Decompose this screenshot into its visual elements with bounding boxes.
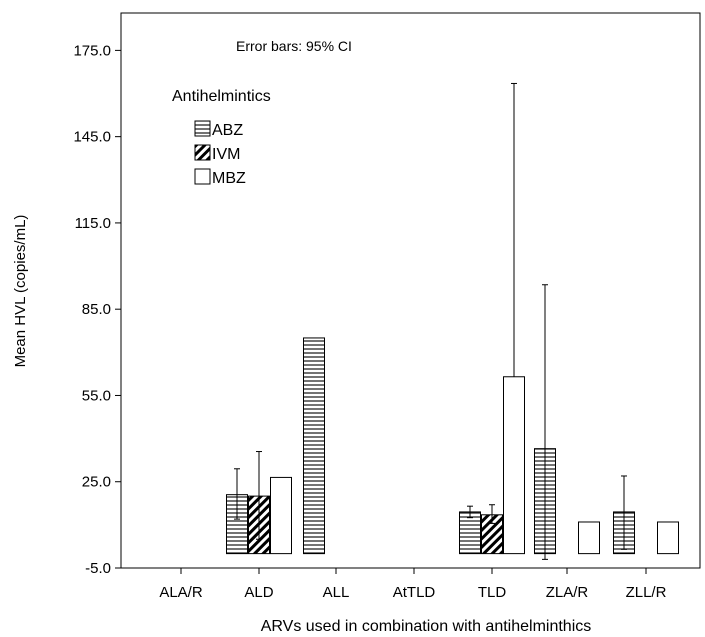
plot-area (120, 12, 701, 569)
bar-mbz-zlar (578, 521, 600, 555)
bar-abz-tld (459, 511, 481, 555)
legend-swatch-ivm (194, 144, 211, 161)
bar-mbz-ald (270, 476, 292, 555)
y-tick-label: 25.0 (82, 474, 111, 491)
y-axis: 175.0 145.0 115.0 85.0 55.0 25.0 -5.0 (73, 42, 121, 577)
legend-label-mbz: MBZ (212, 170, 246, 187)
y-tick-label: 115.0 (75, 215, 111, 232)
x-tick-label: ALA/R (159, 584, 203, 601)
error-bars (234, 82, 627, 560)
legend-swatch-mbz (194, 168, 211, 185)
y-tick-label: -5.0 (85, 560, 111, 577)
x-tick-label: TLD (478, 584, 507, 601)
y-tick-label: 175.0 (73, 42, 111, 59)
bars (226, 337, 679, 555)
legend: Antihelmintics ABZ IVM MBZ (172, 88, 271, 187)
x-tick-label: ZLL/R (626, 584, 667, 601)
y-tick-label: 55.0 (82, 387, 111, 404)
x-tick-label: ALL (323, 584, 350, 601)
bar-mbz-zllr (657, 521, 679, 555)
legend-title: Antihelmintics (172, 88, 271, 105)
y-axis-title: Mean HVL (copies/mL) (12, 215, 29, 368)
legend-label-ivm: IVM (212, 146, 240, 163)
legend-label-abz: ABZ (212, 122, 243, 139)
y-tick-label: 145.0 (73, 129, 111, 146)
x-tick-label: ALD (244, 584, 273, 601)
x-axis-title: ARVs used in combination with antihelmin… (261, 618, 592, 635)
bar-mbz-tld (503, 376, 525, 555)
x-tick-label: AtTLD (393, 584, 436, 601)
x-axis: ALA/R ALD ALL AtTLD TLD ZLA/R ZLL/R (159, 568, 667, 601)
error-bars-note: Error bars: 95% CI (236, 38, 352, 54)
y-tick-label: 85.0 (82, 301, 111, 318)
x-tick-label: ZLA/R (546, 584, 589, 601)
bar-abz-all (303, 337, 325, 555)
legend-swatch-abz (194, 120, 211, 137)
